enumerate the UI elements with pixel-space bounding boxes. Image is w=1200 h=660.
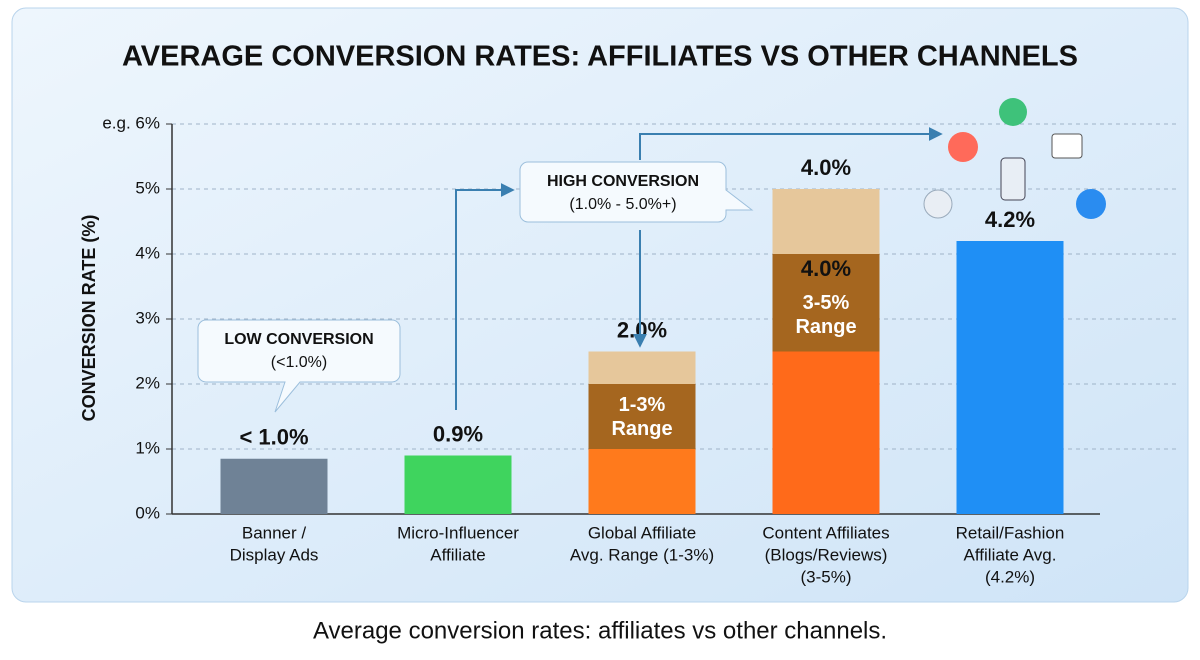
icon bbox=[923, 189, 953, 219]
bar-segment bbox=[956, 241, 1064, 514]
bar-label: 4.2% bbox=[985, 207, 1035, 232]
x-tick-label: Affiliate bbox=[430, 545, 485, 564]
bar-segment bbox=[772, 351, 880, 514]
bar-segment bbox=[588, 351, 696, 384]
icon bbox=[1000, 157, 1026, 201]
x-tick-label: Banner / bbox=[242, 523, 307, 542]
x-tick-label: Affiliate Avg. bbox=[964, 545, 1057, 564]
x-tick-label: Content Affiliates bbox=[762, 523, 889, 542]
icon bbox=[1051, 133, 1083, 159]
bar-segment bbox=[772, 189, 880, 254]
arrow bbox=[455, 183, 515, 410]
bar-label: 0.9% bbox=[433, 421, 483, 446]
caption: Average conversion rates: affiliates vs … bbox=[313, 617, 887, 644]
y-tick-label: 5% bbox=[135, 178, 160, 197]
x-tick-label: Retail/Fashion bbox=[956, 523, 1065, 542]
x-tick-label: Display Ads bbox=[230, 545, 319, 564]
range-label: Range bbox=[611, 418, 672, 440]
icon bbox=[948, 132, 978, 162]
y-tick-label: e.g. 6% bbox=[102, 113, 160, 132]
bar-segment bbox=[588, 449, 696, 514]
bar-segment bbox=[588, 384, 696, 449]
y-axis-label: CONVERSION RATE (%) bbox=[79, 215, 99, 422]
bar-label: 2.0% bbox=[617, 317, 667, 342]
y-tick-label: 4% bbox=[135, 243, 160, 262]
y-tick-label: 1% bbox=[135, 438, 160, 457]
callout-text: (1.0% - 5.0%+) bbox=[569, 196, 676, 213]
range-label: 3-5% bbox=[803, 292, 850, 314]
x-tick-label: Avg. Range (1-3%) bbox=[570, 545, 714, 564]
range-label: Range bbox=[795, 316, 856, 338]
x-tick-label: (4.2%) bbox=[985, 567, 1035, 586]
bar-label: 4.0% bbox=[801, 155, 851, 180]
bar-segment bbox=[772, 254, 880, 352]
arrow bbox=[639, 127, 943, 160]
inner-label: 4.0% bbox=[801, 256, 851, 281]
range-label: 1-3% bbox=[619, 394, 666, 416]
callout bbox=[197, 319, 401, 413]
icon bbox=[1076, 189, 1106, 219]
bar-label: < 1.0% bbox=[239, 425, 308, 450]
x-tick-label: (Blogs/Reviews) bbox=[765, 545, 888, 564]
chart-title: AVERAGE CONVERSION RATES: AFFILIATES VS … bbox=[122, 41, 1078, 73]
callout-text: LOW CONVERSION bbox=[224, 331, 373, 348]
bar-segment bbox=[404, 455, 512, 514]
panel bbox=[11, 7, 1189, 603]
x-tick-label: Micro-Influencer bbox=[397, 523, 519, 542]
callout bbox=[519, 161, 754, 223]
bar-segment bbox=[220, 458, 328, 514]
callout-text: HIGH CONVERSION bbox=[547, 173, 699, 190]
y-tick-label: 0% bbox=[135, 503, 160, 522]
icon bbox=[999, 98, 1027, 126]
y-tick-label: 2% bbox=[135, 373, 160, 392]
callout-text: (<1.0%) bbox=[271, 354, 327, 371]
x-tick-label: (3-5%) bbox=[800, 567, 851, 586]
y-tick-label: 3% bbox=[135, 308, 160, 327]
x-tick-label: Global Affiliate bbox=[588, 523, 696, 542]
